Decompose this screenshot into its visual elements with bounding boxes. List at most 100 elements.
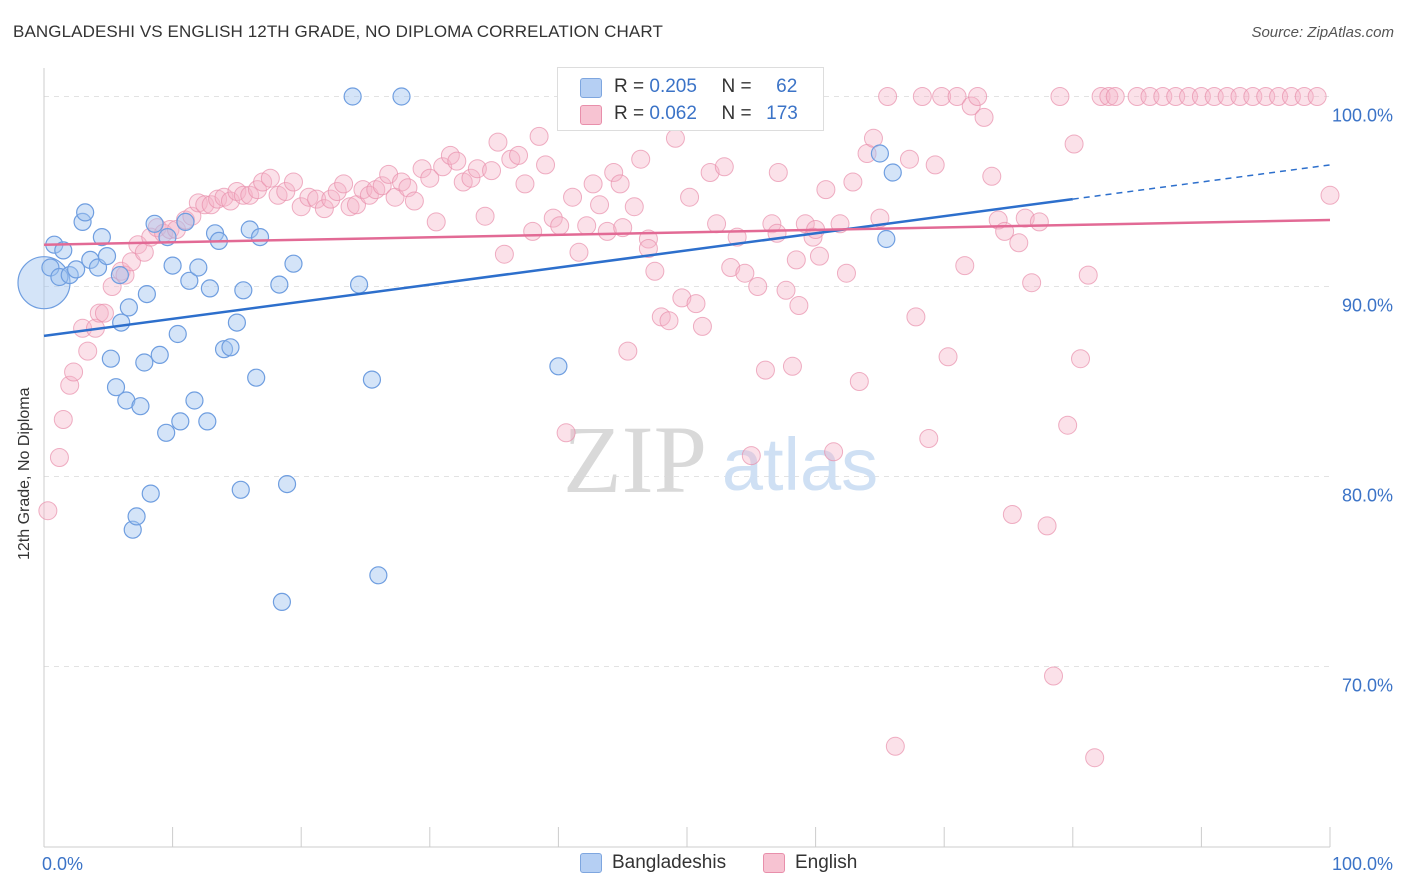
english-point <box>974 107 994 127</box>
n-value: 62 <box>776 76 798 97</box>
legend-swatch-pink <box>580 105 602 125</box>
bangladeshi-point <box>227 313 246 332</box>
english-point <box>1037 516 1057 536</box>
english-point <box>735 263 755 283</box>
r-label: R = <box>614 76 645 97</box>
bangladeshi-point <box>277 475 297 494</box>
bangladeshi-point <box>157 423 176 442</box>
english-point <box>692 316 712 336</box>
bangladeshi-point <box>214 340 234 359</box>
english-point <box>982 166 1002 186</box>
english-point <box>515 174 535 194</box>
watermark-atlas: atlas <box>722 423 878 506</box>
y-tick-label: 70.0% <box>1342 676 1393 696</box>
english-point <box>291 197 311 217</box>
bangladeshi-point <box>231 480 250 499</box>
english-point <box>955 256 975 276</box>
english-point <box>849 372 869 391</box>
x-tick-label: 100.0% <box>1332 854 1393 874</box>
english-point <box>919 429 939 448</box>
english-point <box>912 87 932 106</box>
bangladeshi-point <box>349 275 369 294</box>
bangladeshi-point <box>97 247 117 266</box>
bangladeshi-point <box>163 256 182 275</box>
english-point <box>1058 415 1078 435</box>
legend-swatch-bangladeshis <box>580 853 602 873</box>
english-point <box>420 168 440 188</box>
bangladeshi-point <box>112 313 131 332</box>
english-point <box>195 195 215 215</box>
english-point <box>786 250 806 270</box>
english-point <box>1029 212 1049 232</box>
english-point <box>1044 666 1064 686</box>
english-point <box>569 242 589 262</box>
english-point <box>583 174 603 194</box>
legend-label-english: English <box>795 852 858 873</box>
bangladeshi-point <box>131 397 150 416</box>
english-point <box>89 303 109 323</box>
english-point <box>475 206 495 226</box>
y-tick-label: 80.0% <box>1342 486 1393 506</box>
english-point <box>906 307 926 327</box>
english-point <box>1050 87 1070 106</box>
english-point <box>748 277 768 296</box>
english-point <box>433 157 453 177</box>
english-point <box>968 87 988 106</box>
bangladeshi-point <box>17 256 71 310</box>
english-point <box>220 191 240 211</box>
english-point <box>426 212 446 232</box>
english-point <box>283 172 303 192</box>
y-tick-label: 90.0% <box>1342 296 1393 316</box>
english-point <box>1307 87 1327 106</box>
tick-labels: 70.0% 80.0% 90.0% 100.0% 0.0% 100.0% <box>42 106 1393 875</box>
bangladeshi-point <box>392 87 411 106</box>
bangladeshi-point <box>127 507 146 526</box>
english-point <box>843 172 863 192</box>
bangladeshi-point <box>362 370 382 389</box>
legend-swatch-blue <box>580 78 602 98</box>
english-point <box>755 360 775 380</box>
english-point <box>404 191 424 211</box>
english-point <box>899 149 919 169</box>
english-point <box>618 341 638 361</box>
english-point <box>1071 349 1091 369</box>
english-point <box>714 157 734 177</box>
english-point <box>932 87 952 106</box>
bangladeshi-point <box>221 338 240 357</box>
english-point <box>78 341 98 361</box>
english-point <box>307 189 327 209</box>
trend-lines <box>43 164 1331 338</box>
english-point <box>1099 87 1119 106</box>
bangladeshi-point <box>171 412 190 431</box>
bangladeshi-trend-extension <box>1072 164 1331 200</box>
bangladeshi-point <box>189 258 208 277</box>
english-point <box>482 161 502 181</box>
bangladeshi-point <box>141 484 160 503</box>
english-point <box>563 187 583 207</box>
english-point <box>556 423 576 443</box>
bangladeshi-point <box>247 368 266 387</box>
english-point <box>509 145 529 165</box>
english-point <box>686 294 706 314</box>
english-point <box>789 296 809 315</box>
chart-title: BANGLADESHI VS ENGLISH 12TH GRADE, NO DI… <box>13 22 663 41</box>
bangladeshi-point <box>92 228 111 247</box>
english-point <box>1002 505 1022 524</box>
bangladeshi-point <box>54 241 73 260</box>
english-point <box>321 189 341 209</box>
bangladeshi-point <box>250 228 270 247</box>
english-point <box>762 214 782 234</box>
english-point <box>233 185 253 205</box>
english-point <box>988 210 1008 230</box>
watermark-zip: ZIP <box>563 406 707 513</box>
english-point <box>543 208 563 228</box>
english-point <box>961 96 981 116</box>
bangladeshi-point <box>343 87 362 106</box>
bangladeshi-point <box>877 229 896 249</box>
bangladeshi-point <box>272 592 292 612</box>
stats-legend: R = 0.205 N = 62 R = 0.062 N = 173 <box>557 67 824 131</box>
english-point <box>776 280 796 300</box>
bangladeshi-point <box>284 254 303 273</box>
english-point <box>529 126 549 146</box>
english-point <box>768 163 788 182</box>
